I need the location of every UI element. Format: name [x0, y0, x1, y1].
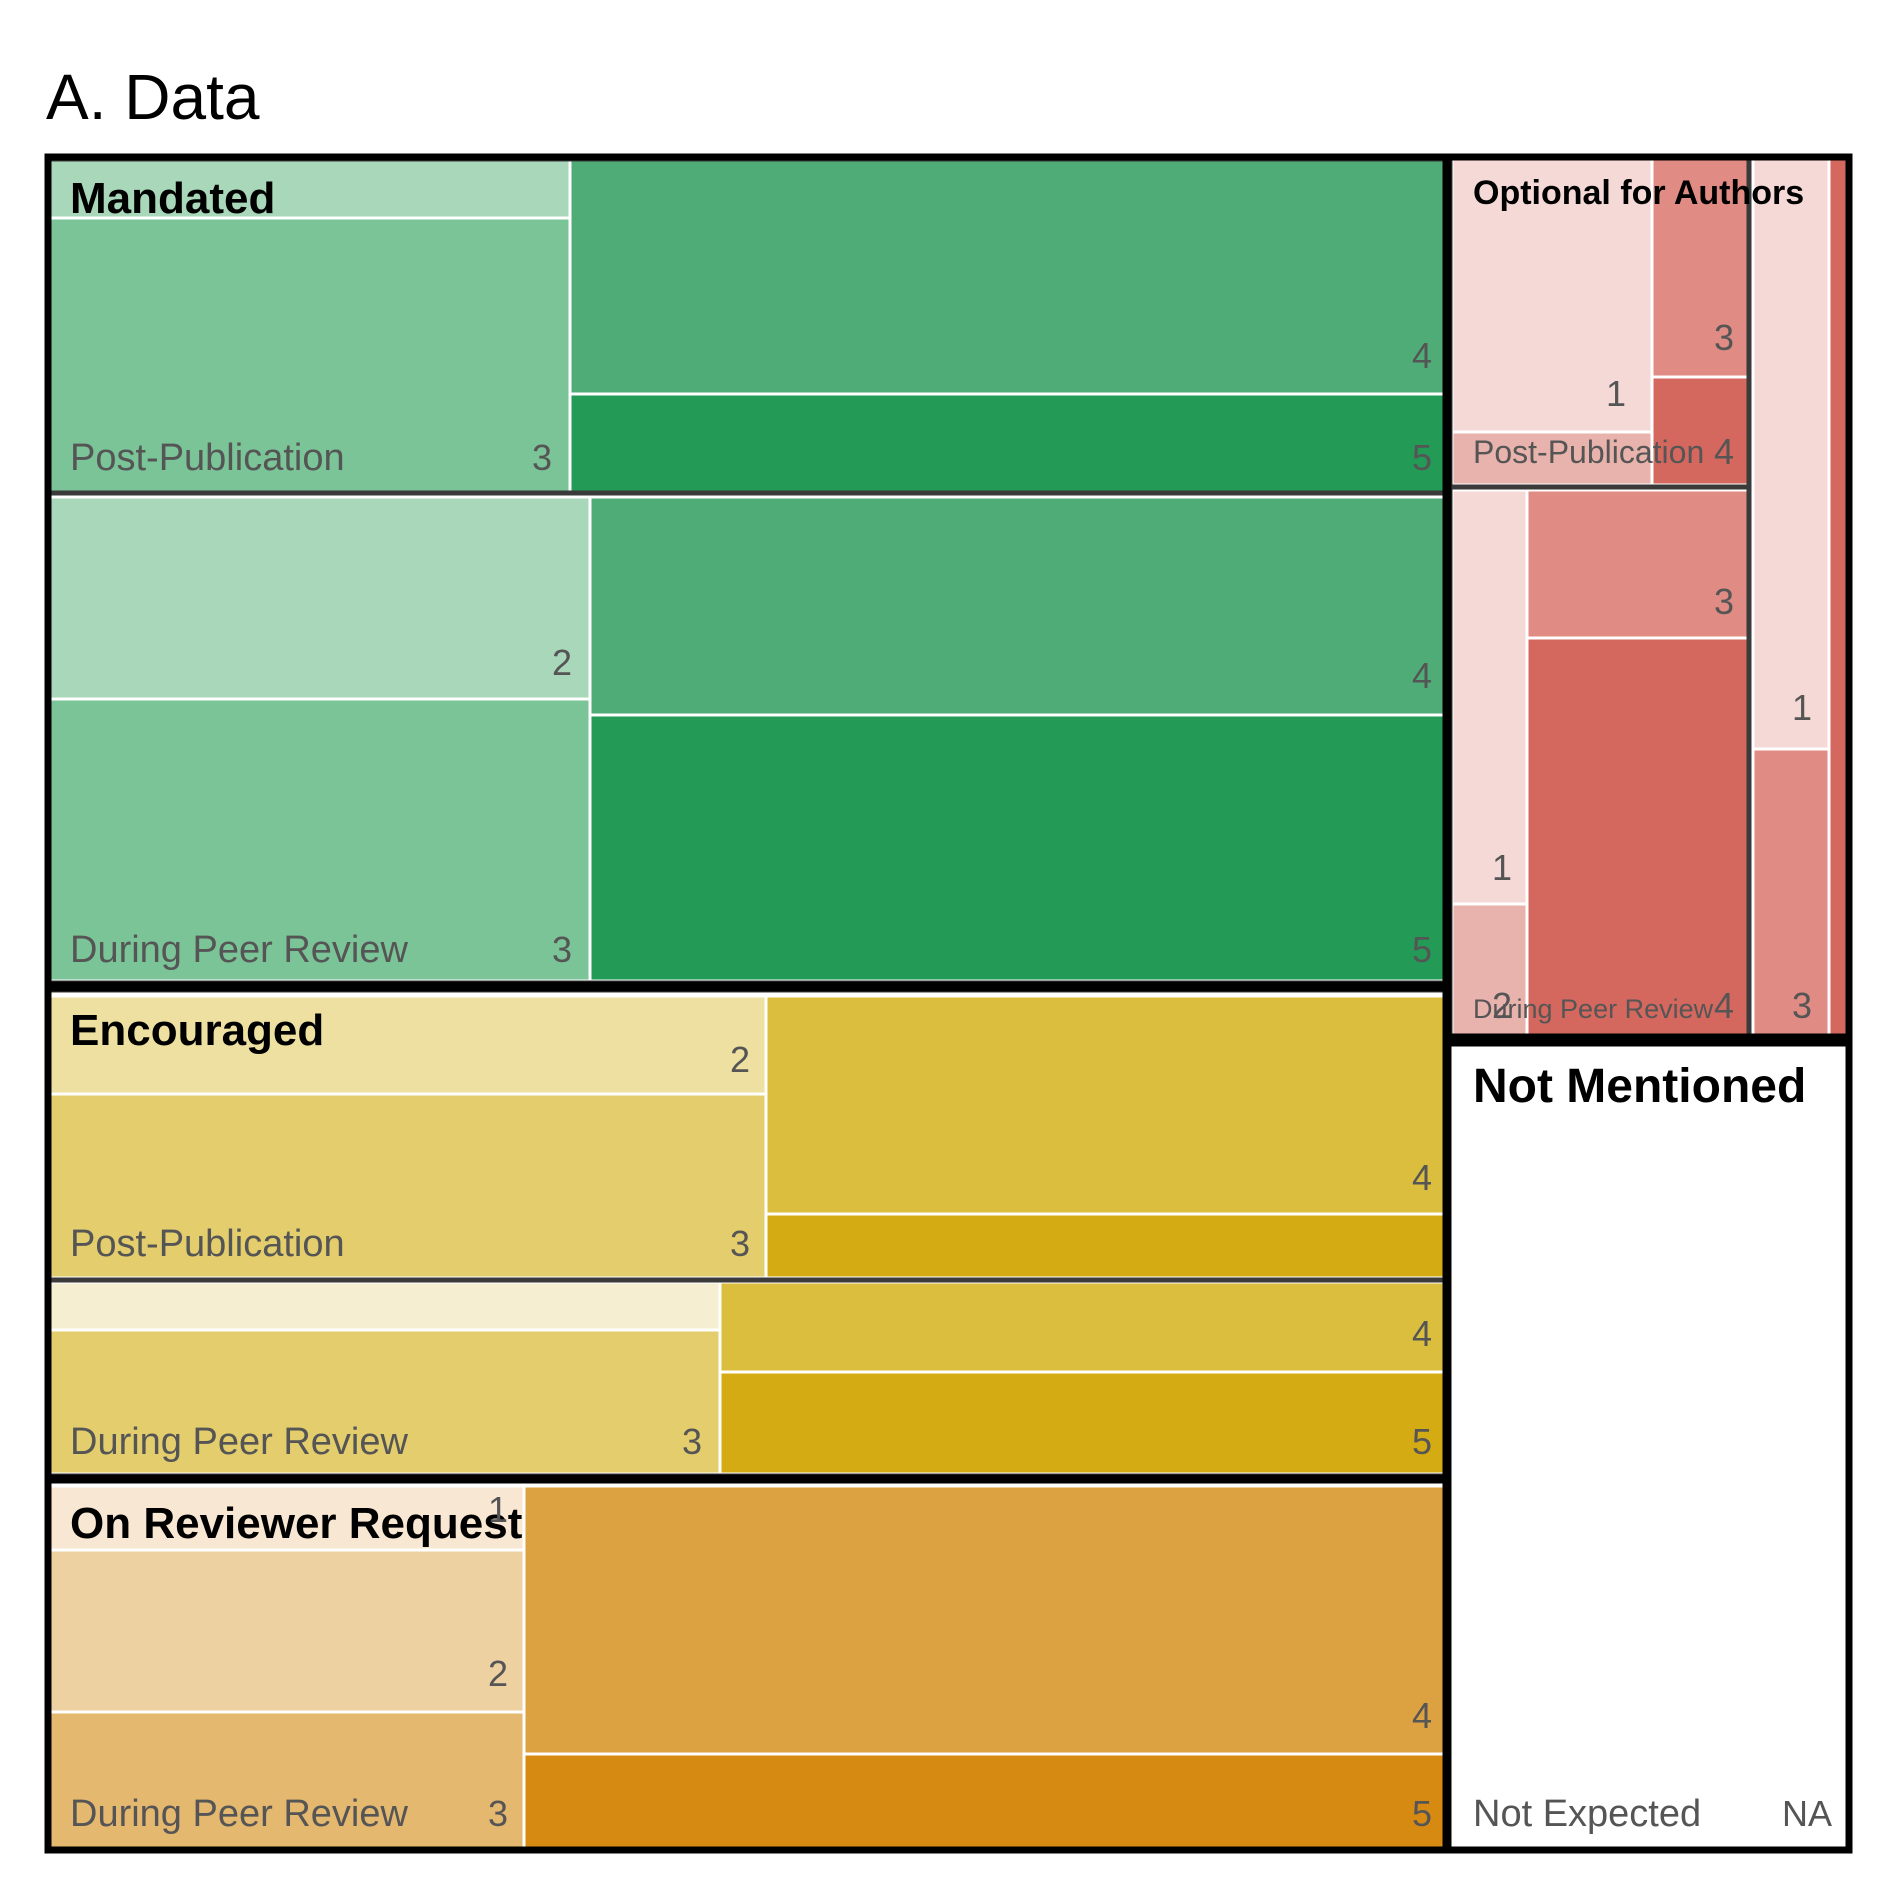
subgroup-label-optional-dpr: During Peer Review — [1473, 994, 1714, 1024]
subgroup-label-mandated-pp: Post-Publication — [70, 437, 345, 479]
score-label-optional-pp-4: 4 — [1714, 431, 1734, 472]
score-label-encouraged-dpr-5: 5 — [1412, 1421, 1432, 1462]
score-label-optional-pp-3: 3 — [1714, 317, 1734, 358]
tile-mandated-pp-5 — [568, 392, 1448, 495]
group-label-mandated: Mandated — [70, 174, 275, 223]
subgroup-label-mandated-dpr: During Peer Review — [70, 929, 408, 971]
score-label-mandated-pp-4: 4 — [1412, 335, 1432, 376]
group-label-on-request: On Reviewer Request — [70, 1499, 523, 1548]
subgroup-label-encouraged-dpr: During Peer Review — [70, 1421, 408, 1463]
tile-not-mentioned — [1450, 1045, 1849, 1850]
tile-mandated-dpr-4 — [588, 495, 1448, 717]
tile-optional-dpr-2 — [1450, 902, 1529, 1037]
tile-encouraged-pp-3 — [46, 1092, 768, 1280]
score-label-mandated-dpr-3: 3 — [552, 929, 572, 970]
score-label-encouraged-dpr-3: 3 — [682, 1421, 702, 1462]
chart-title: A. Data — [46, 61, 260, 133]
tile-optional-dpr-4 — [1525, 636, 1750, 1037]
score-label-encouraged-pp-3: 3 — [730, 1223, 750, 1264]
score-label-optional-c-1: 1 — [1792, 687, 1812, 728]
score-label-mandated-dpr-2: 2 — [552, 642, 572, 683]
score-label-encouraged-dpr-4: 4 — [1412, 1313, 1432, 1354]
score-label-not-mentioned-na: NA — [1782, 1793, 1832, 1834]
score-label-onrequest-5: 5 — [1412, 1793, 1432, 1834]
score-label-onrequest-3: 3 — [488, 1793, 508, 1834]
subgroup-label-optional-pp: Post-Publication — [1473, 434, 1704, 470]
tile-optional-pp-3 — [1650, 157, 1750, 379]
score-label-mandated-pp-5: 5 — [1412, 437, 1432, 478]
tile-mandated-dpr-5 — [588, 713, 1448, 983]
tile-optional-c-1 — [1751, 157, 1831, 751]
score-label-mandated-dpr-4: 4 — [1412, 655, 1432, 696]
score-label-optional-pp-1: 1 — [1606, 373, 1626, 414]
score-label-optional-dpr-2: 2 — [1492, 985, 1512, 1026]
score-label-onrequest-2: 2 — [488, 1653, 508, 1694]
tile-mandated-pp-3 — [46, 216, 572, 495]
score-label-mandated-pp-3: 3 — [532, 437, 552, 478]
score-label-onrequest-4: 4 — [1412, 1695, 1432, 1736]
subgroup-label-not-expected: Not Expected — [1473, 1793, 1701, 1835]
tile-mandated-dpr-2 — [46, 495, 592, 701]
subgroup-label-encouraged-pp: Post-Publication — [70, 1223, 345, 1265]
score-label-optional-dpr-4: 4 — [1714, 985, 1734, 1026]
tile-mandated-pp-4 — [568, 157, 1448, 396]
group-border-not-mentioned — [1444, 1039, 1853, 1854]
tile-onrequest-3 — [46, 1710, 526, 1850]
score-label-encouraged-pp-2: 2 — [730, 1039, 750, 1080]
group-label-not-mentioned: Not Mentioned — [1473, 1060, 1806, 1113]
tile-encouraged-dpr-5 — [718, 1370, 1448, 1476]
tile-mandated-pp-2 — [46, 157, 572, 220]
group-border-optional — [1444, 153, 1853, 1041]
score-label-encouraged-pp-4: 4 — [1412, 1157, 1432, 1198]
score-label-mandated-dpr-5: 5 — [1412, 929, 1432, 970]
tile-onrequest-4 — [522, 1484, 1448, 1756]
tile-encouraged-pp-4 — [764, 994, 1448, 1216]
tile-onrequest-5 — [522, 1752, 1448, 1850]
tile-optional-dpr-1 — [1450, 488, 1529, 906]
score-label-optional-dpr-1: 1 — [1492, 847, 1512, 888]
tile-optional-c-4 — [1827, 157, 1849, 1037]
group-label-optional: Optional for Authors — [1473, 174, 1804, 212]
score-label-optional-c-3: 3 — [1792, 985, 1812, 1026]
score-label-optional-dpr-3: 3 — [1714, 581, 1734, 622]
subgroup-label-onrequest-dpr: During Peer Review — [70, 1793, 408, 1835]
tile-encouraged-dpr-1 — [46, 1280, 722, 1332]
tile-encouraged-dpr-4 — [718, 1280, 1448, 1374]
tile-mandated-dpr-3 — [46, 697, 592, 983]
tile-onrequest-2 — [46, 1548, 526, 1714]
score-label-onrequest-1: 1 — [488, 1489, 508, 1530]
tile-encouraged-pp-5 — [764, 1212, 1448, 1280]
group-label-encouraged: Encouraged — [70, 1006, 324, 1055]
